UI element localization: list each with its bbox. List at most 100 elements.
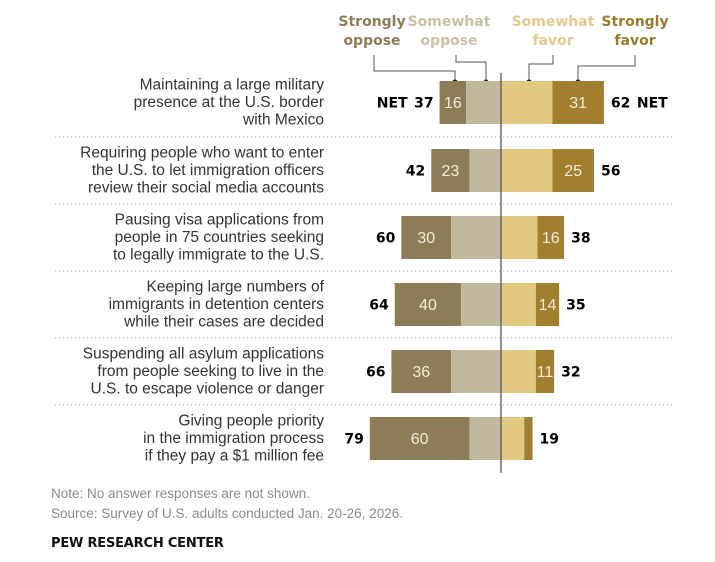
bar-strongly-oppose [431,149,470,192]
net-favor-value: 62 [611,96,630,112]
category-label-line: if they pay a $1 million fee [145,448,324,465]
legend-label-line: Somewhat [512,14,595,30]
chart-row: Pausing visa applications from people in … [113,212,591,264]
legend-strongly-oppose: Strongly oppose [338,14,405,49]
label-strongly-oppose: 30 [417,230,435,247]
legend-somewhat-oppose: Somewhat oppose [408,14,491,49]
category-label-line: in the immigration process [143,430,324,447]
category-label-line: people in 75 countries seeking [115,229,324,246]
label-strongly-oppose: 16 [444,95,462,112]
bar-somewhat-oppose [461,283,501,326]
bar-strongly-favor [552,81,604,124]
category-label: Pausing visa applications from people in … [113,212,324,264]
chart-row: Requiring people who want to enter the U.… [80,145,620,197]
net-oppose-value: 42 [406,164,425,180]
category-label-line: Pausing visa applications from [115,212,324,229]
net-oppose-value: 60 [376,231,396,247]
category-label-line: from people seeking to live in the [97,363,324,380]
brand-label: PEW RESEARCH CENTER [51,536,224,551]
bar-somewhat-oppose [451,216,501,259]
bar-strongly-favor [535,350,555,393]
net-favor-value: 38 [571,231,590,247]
net-oppose-value: 64 [369,298,389,314]
legend-label-line: oppose [343,33,400,49]
bar-somewhat-favor [501,216,538,259]
net-favor-value: 19 [540,432,559,448]
bar-somewhat-favor [501,81,553,124]
bar-strongly-favor [524,417,533,460]
label-strongly-favor: 31 [569,95,587,112]
label-strongly-favor: 11 [537,364,554,381]
legend-connector [455,55,487,82]
bar-strongly-favor [537,216,565,259]
bar-strongly-oppose [401,216,452,259]
bar-somewhat-favor [501,417,525,460]
source-text: Source: Survey of U.S. adults conducted … [51,506,403,521]
net-oppose-value: 37 [414,96,433,112]
category-label-line: to legally immigrate to the U.S. [113,247,324,264]
bar-somewhat-favor [501,350,536,393]
label-strongly-favor: 16 [542,230,560,247]
bar-somewhat-oppose [451,350,501,393]
bar-somewhat-oppose [469,149,501,192]
category-label-line: U.S. to escape violence or danger [91,381,325,398]
net-oppose-value: 79 [344,432,363,448]
legend-label-line: Strongly [338,14,405,30]
legend-label-line: Strongly [601,14,668,30]
net-label-right: NET [637,96,668,112]
legend-strongly-favor: Strongly favor [601,14,668,49]
row-separators [55,136,672,406]
label-strongly-oppose: 60 [411,431,429,448]
legend-label-line: Somewhat [408,14,491,30]
label-strongly-favor: 14 [539,297,557,314]
net-label-left: NET [377,96,408,112]
chart-rows: Maintaining a large military presence at … [80,77,668,465]
category-label-line: Suspending all asylum applications [83,346,325,363]
category-label-line: the U.S. to let immigration officers [92,162,325,179]
bar-somewhat-favor [501,149,553,192]
legend-connector [577,55,636,82]
category-label: Giving people priority in the immigration… [143,413,324,465]
legend-label-line: favor [532,33,573,49]
category-label-line: with Mexico [242,112,324,129]
net-oppose-value: 66 [366,365,385,381]
net-favor-value: 56 [601,164,620,180]
legend-label-line: favor [614,33,655,49]
chart-row: Maintaining a large military presence at … [134,77,669,129]
bar-strongly-favor [552,149,594,192]
category-label-line: review their social media accounts [88,180,324,197]
net-favor-value: 35 [566,298,585,314]
category-label: Maintaining a large military presence at … [134,77,325,129]
category-label-line: presence at the U.S. border [134,94,324,111]
category-label-line: Maintaining a large military [140,77,325,94]
category-label-line: Giving people priority [178,413,324,430]
category-label: Suspending all asylum applications from p… [83,346,325,398]
net-favor-value: 32 [561,365,580,381]
legend: Strongly oppose Somewhat oppose Somewhat favo… [338,14,669,85]
category-label-line: Keeping large numbers of [146,279,324,296]
bar-strongly-favor [535,283,560,326]
bar-somewhat-oppose [469,417,501,460]
category-label-line: while their cases are decided [123,314,324,331]
legend-connector [373,55,456,82]
label-strongly-oppose: 23 [441,163,459,180]
category-label-line: Requiring people who want to enter [80,145,324,162]
legend-label-line: oppose [420,33,477,49]
chart-row: Giving people priority in the immigration… [143,413,559,465]
chart-row: Keeping large numbers of immigrants in de… [109,279,586,331]
legend-somewhat-favor: Somewhat favor [512,14,595,49]
bar-somewhat-favor [501,283,536,326]
category-label-line: immigrants in detention centers [109,296,325,313]
bar-strongly-oppose [394,283,462,326]
bar-strongly-oppose [369,417,470,460]
bar-somewhat-oppose [466,81,501,124]
chart-row: Suspending all asylum applications from p… [83,346,581,398]
legend-connector [528,55,554,82]
label-strongly-favor: 25 [564,163,582,180]
category-label: Keeping large numbers of immigrants in de… [109,279,325,331]
category-label: Requiring people who want to enter the U.… [80,145,324,197]
note-text: Note: No answer responses are not shown. [51,486,310,501]
label-strongly-oppose: 36 [412,364,430,381]
label-strongly-oppose: 40 [419,297,437,314]
